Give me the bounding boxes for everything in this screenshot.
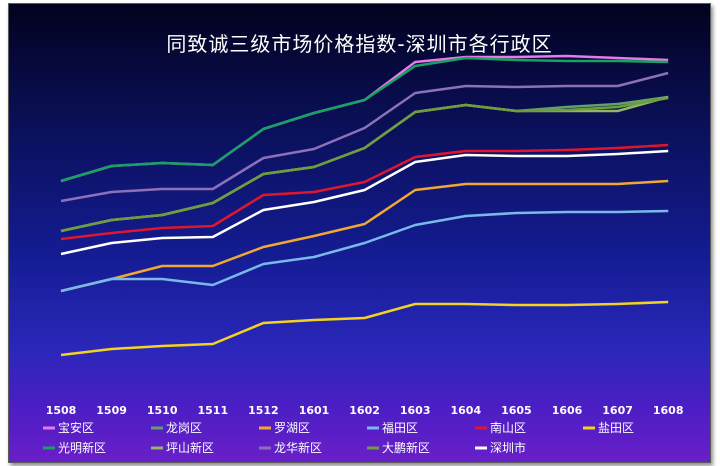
legend-label-8: 龙华新区 — [274, 440, 322, 455]
x-tick-label: 1511 — [197, 404, 228, 417]
legend-label-0: 宝安区 — [58, 420, 94, 435]
legend-label-5: 盐田区 — [598, 421, 634, 435]
x-tick-label: 1607 — [602, 404, 633, 417]
x-tick-label: 1512 — [248, 404, 279, 417]
series-line-10 — [60, 149, 669, 256]
legend-label-7: 坪山新区 — [166, 440, 214, 455]
series-line-0 — [60, 54, 669, 183]
x-tick-label: 1608 — [653, 404, 684, 417]
series-line-6 — [60, 56, 669, 183]
chart-title: 同致诚三级市场价格指数-深圳市各行政区 — [166, 32, 553, 56]
legend-label-10: 深圳市 — [490, 440, 526, 455]
series-line-3 — [60, 209, 669, 293]
x-tick-label: 1604 — [450, 404, 481, 417]
legend-label-9: 大鹏新区 — [382, 440, 430, 455]
series-line-8 — [60, 71, 669, 203]
x-tick-label: 1605 — [501, 404, 532, 417]
line-chart: 1508 1509 1510 1511 1512 1601 1602 1603 1604 1605… — [43, 54, 684, 455]
series-line-5 — [60, 300, 669, 357]
x-tick-label: 1601 — [299, 404, 330, 417]
x-tick-label: 1509 — [96, 404, 127, 417]
x-tick-label: 1508 — [46, 404, 77, 417]
series-line-9 — [60, 96, 669, 233]
legend-label-6: 光明新区 — [58, 440, 106, 455]
x-axis-ticks: 1508 1509 1510 1511 1512 1601 1602 1603 1604 1605… — [46, 404, 684, 417]
x-tick-label: 1510 — [147, 404, 178, 417]
x-tick-label: 1602 — [349, 404, 380, 417]
legend-label-1: 龙岗区 — [166, 421, 202, 435]
x-tick-label: 1603 — [400, 404, 431, 417]
legend-label-2: 罗湖区 — [274, 420, 310, 435]
legend-label-4: 南山区 — [490, 420, 526, 435]
chart-frame: 同致诚三级市场价格指数-深圳市各行政区 1508 1509 1510 1511 1512… — [8, 3, 711, 463]
series-lines — [60, 54, 669, 357]
legend-label-3: 福田区 — [382, 420, 418, 435]
series-line-2 — [60, 179, 669, 293]
series-line-4 — [60, 143, 669, 241]
x-tick-label: 1606 — [552, 404, 583, 417]
